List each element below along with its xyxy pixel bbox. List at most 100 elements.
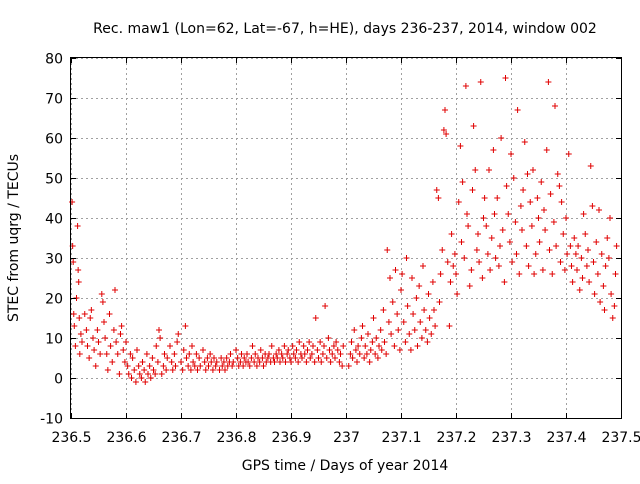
data-point-marker: [579, 275, 586, 281]
x-tick-label: 236.9: [271, 430, 311, 446]
data-point-marker: [396, 347, 403, 353]
data-point-marker: [491, 211, 498, 217]
data-point-marker: [200, 347, 206, 353]
data-point-marker: [411, 327, 418, 333]
data-point-marker: [487, 267, 494, 273]
data-point-marker: [547, 191, 554, 197]
data-point-marker: [310, 343, 316, 349]
data-point-marker: [211, 355, 217, 361]
data-point-marker: [88, 307, 95, 313]
data-point-marker: [407, 347, 414, 353]
data-point-marker: [404, 303, 411, 309]
data-point-marker: [585, 247, 591, 253]
y-tick-label: 40: [45, 212, 63, 228]
data-point-marker: [209, 367, 216, 373]
data-point-marker: [147, 375, 154, 381]
data-point-marker: [285, 347, 292, 353]
data-point-marker: [534, 195, 541, 201]
data-point-marker: [402, 339, 409, 345]
data-point-marker: [71, 323, 78, 329]
y-tick-label: 0: [54, 372, 63, 388]
data-point-marker: [476, 259, 483, 265]
data-point-marker: [399, 271, 406, 277]
data-point-marker: [457, 143, 464, 149]
data-point-marker: [300, 343, 307, 349]
data-point-marker: [431, 307, 437, 313]
data-point-marker: [101, 319, 107, 325]
data-point-marker: [337, 351, 344, 357]
y-tick-label: 60: [45, 132, 63, 148]
data-point-marker: [304, 347, 311, 353]
data-point-marker: [79, 339, 85, 345]
data-point-marker: [475, 231, 481, 237]
data-point-marker: [501, 279, 508, 285]
data-point-marker: [565, 151, 572, 157]
data-point-marker: [469, 187, 476, 193]
data-point-marker: [446, 323, 453, 329]
data-point-marker: [336, 359, 343, 365]
data-point-marker: [187, 367, 194, 373]
data-point-marker: [216, 367, 223, 373]
data-point-marker: [391, 343, 398, 349]
data-point-marker: [394, 311, 401, 317]
data-point-marker: [145, 371, 151, 377]
data-point-marker: [484, 251, 491, 257]
data-point-marker: [333, 339, 340, 345]
data-point-marker: [499, 227, 506, 233]
data-point-marker: [514, 107, 521, 113]
x-tick-label: 237.5: [601, 430, 640, 446]
data-point-marker: [315, 355, 322, 361]
data-point-marker: [435, 195, 442, 201]
data-point-marker: [440, 127, 447, 133]
data-point-marker: [596, 207, 602, 213]
data-point-marker: [503, 183, 510, 189]
data-point-marker: [156, 327, 162, 333]
data-point-marker: [607, 215, 613, 221]
data-point-marker: [362, 343, 369, 349]
data-point-marker: [284, 351, 291, 357]
data-point-marker: [373, 335, 380, 341]
data-point-marker: [189, 343, 195, 349]
data-point-marker: [274, 355, 281, 361]
data-point-marker: [512, 219, 519, 225]
data-point-marker: [530, 167, 536, 173]
data-point-marker: [248, 355, 255, 361]
data-point-marker: [289, 343, 296, 349]
data-point-marker: [178, 359, 184, 365]
data-point-marker: [459, 179, 466, 185]
data-point-marker: [395, 327, 402, 333]
data-point-marker: [124, 363, 131, 369]
data-point-marker: [245, 359, 252, 365]
x-tick-label: 236.5: [51, 430, 91, 446]
data-point-marker: [158, 371, 165, 377]
data-point-marker: [92, 363, 99, 369]
data-point-marker: [376, 343, 382, 349]
data-point-marker: [264, 355, 271, 361]
data-point-marker: [132, 379, 139, 385]
data-point-marker: [112, 287, 118, 293]
data-point-marker: [549, 271, 556, 277]
data-point-marker: [543, 147, 550, 153]
data-point-marker: [505, 211, 512, 217]
data-point-marker: [317, 339, 324, 345]
data-point-marker: [480, 215, 487, 221]
data-point-marker: [495, 263, 502, 269]
data-point-marker: [249, 343, 256, 349]
data-point-marker: [597, 299, 604, 305]
data-point-marker: [417, 319, 424, 325]
data-point-marker: [447, 279, 454, 285]
data-point-marker: [183, 355, 190, 361]
data-point-marker: [311, 359, 318, 365]
y-tick-label: 50: [45, 172, 63, 188]
data-point-marker: [361, 355, 368, 361]
data-point-marker: [312, 315, 319, 321]
data-point-marker: [179, 367, 186, 373]
data-point-marker: [377, 327, 384, 333]
data-point-marker: [134, 347, 140, 353]
data-point-marker: [462, 83, 469, 89]
data-point-marker: [453, 271, 459, 277]
data-point-marker: [352, 347, 359, 353]
data-point-marker: [552, 103, 558, 109]
data-point-marker: [76, 351, 83, 357]
